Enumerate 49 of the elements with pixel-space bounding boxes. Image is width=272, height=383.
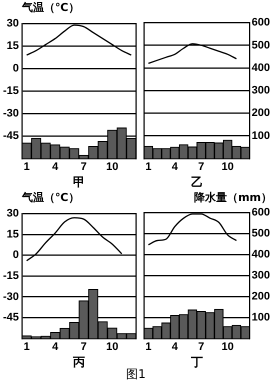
x-tick-label: 1 [24,161,30,174]
x-tick-label: 7 [80,161,87,174]
x-tick-label: 4 [172,161,179,174]
x-tick-label: 4 [172,341,179,354]
y2-tick-label: 300 [252,270,270,282]
y2-tick-label: 500 [252,228,270,240]
y2-tick-label: 100 [252,130,270,142]
y2-tick-label: 600 [252,206,270,219]
x-tick-label: 4 [52,161,60,174]
y-tick-label: 30 [6,18,19,30]
x-tick-label: 1 [24,341,30,354]
y2-tick-label: 500 [252,39,270,52]
x-tick-label: 7 [198,161,204,174]
y-tick-label: -30 [2,290,19,303]
y-tick-label: 15 [6,228,19,240]
x-tick-label: 10 [222,161,234,174]
y-tick-label: -30 [2,108,19,120]
line-series [26,24,132,56]
y2-tick-label: 400 [252,62,270,74]
y-axis-title: 气温（℃） [22,190,80,205]
y2-tick-label: 300 [252,84,270,97]
caption: 图1 [126,367,146,381]
y-tick-label: -15 [2,85,19,98]
y-tick-label: -45 [2,312,19,324]
y-tick-label: 0 [12,62,19,75]
x-tick-label: 10 [106,161,118,174]
y2-tick-label: 400 [252,248,270,261]
x-tick-label: 7 [80,341,87,354]
y-tick-label: 30 [6,208,19,220]
y-tick-label: -45 [2,130,19,142]
x-tick-label: 1 [145,341,152,354]
x-axis-title: 乙 [190,175,203,190]
y2-tick-label: 600 [252,16,270,29]
y-tick-label: 0 [12,249,19,262]
x-tick-label: 10 [106,341,118,354]
y-axis-title: 气温（℃） [22,0,80,15]
x-axis-title: 甲 [72,175,85,190]
x-tick-label: 7 [198,341,204,354]
y2-axis-title: 降水量（mm） [194,190,272,205]
x-tick-label: 10 [222,341,234,354]
x-tick-label: 1 [145,161,152,174]
y2-tick-label: 200 [252,107,270,120]
y-tick-label: 15 [6,40,19,52]
y2-tick-label: 200 [252,290,270,302]
x-axis-title: 丁 [190,355,203,370]
y2-tick-label: 100 [252,311,270,324]
x-tick-label: 4 [52,341,60,354]
x-axis-title: 丙 [72,355,85,370]
y-tick-label: -15 [2,270,19,282]
